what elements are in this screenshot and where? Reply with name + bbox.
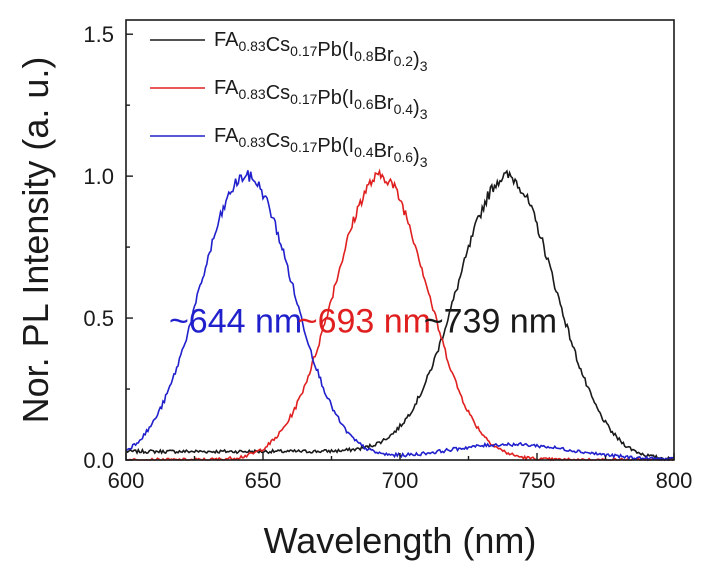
y-tick-label: 0.0: [83, 448, 114, 473]
x-tick-label: 800: [656, 468, 693, 493]
x-tick-label: 600: [108, 468, 145, 493]
ticks-layer: [125, 33, 675, 461]
y-tick-label: 1.0: [83, 164, 114, 189]
peak-annotations: ~644 nm~693 nm~739 nm: [169, 302, 557, 340]
legend-label: FA0.83Cs0.17Pb(I0.4Br0.6)3: [214, 125, 428, 170]
y-tick-label: 0.5: [83, 306, 114, 331]
peak-annotation: ~644 nm: [169, 302, 302, 340]
legend-label: FA0.83Cs0.17Pb(I0.6Br0.4)3: [214, 77, 428, 122]
y-axis-title: Nor. PL Intensity (a. u.): [15, 57, 56, 424]
x-tick-label: 650: [245, 468, 282, 493]
x-tick-label: 700: [382, 468, 419, 493]
x-tick-label: 750: [519, 468, 556, 493]
legend-label: FA0.83Cs0.17Pb(I0.8Br0.2)3: [214, 29, 428, 74]
legend: FA0.83Cs0.17Pb(I0.8Br0.2)3FA0.83Cs0.17Pb…: [150, 29, 428, 170]
series-line-1: [125, 169, 675, 462]
peak-annotation: ~739 nm: [424, 302, 557, 340]
x-axis-title: Wavelength (nm): [264, 520, 537, 561]
peak-annotation: ~693 nm: [298, 302, 431, 340]
tick-labels: 600 650 700 750 800 0.0 0.5 1.0 1.5: [83, 22, 692, 493]
y-tick-label: 1.5: [83, 22, 114, 47]
